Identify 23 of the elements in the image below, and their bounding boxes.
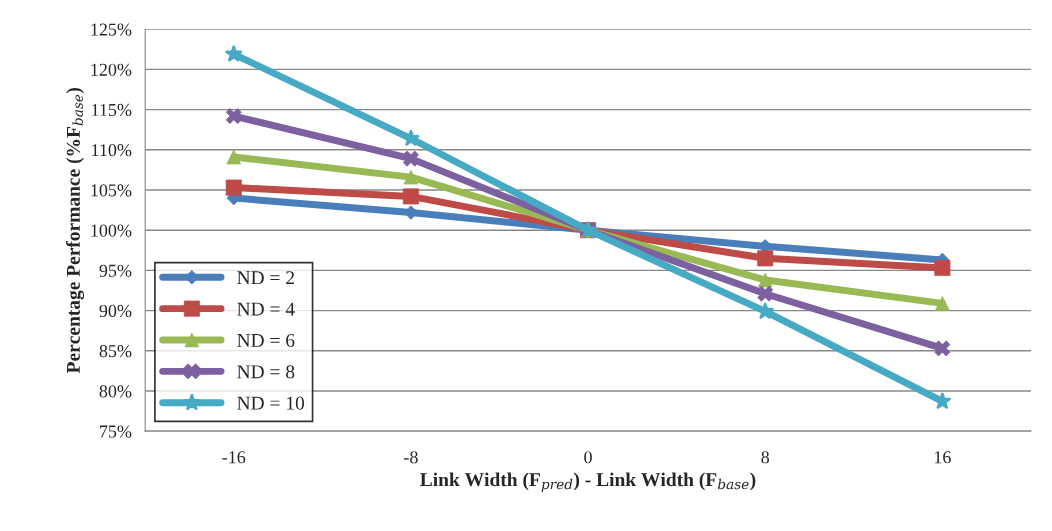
- y-tick-label: 85%: [99, 345, 132, 358]
- legend-label: ND = 2: [237, 271, 294, 285]
- y-tick-label: 120%: [91, 63, 132, 76]
- y-tick-label: 125%: [91, 23, 132, 36]
- legend-label: ND = 4: [237, 302, 295, 316]
- x-axis-title: Link Width (F$_{pred}$) - Link Width (F$_{base}$): [420, 472, 756, 492]
- legend-label: ND = 6: [237, 333, 295, 347]
- x-tick-label: 16: [934, 451, 951, 464]
- y-tick-label: 105%: [91, 184, 132, 197]
- x-tick-label: -8: [404, 451, 418, 464]
- x-tick-label: 0: [584, 451, 592, 464]
- legend-label: ND = 8: [237, 365, 295, 379]
- y-tick-label: 75%: [100, 425, 132, 438]
- y-tick-label: 80%: [99, 385, 132, 398]
- x-tick-label: 8: [761, 451, 770, 464]
- x-tick-label: -16: [222, 451, 246, 464]
- y-tick-label: 115%: [92, 103, 132, 117]
- y-axis-title: Percentage Performance (%F$_{base}$): [66, 87, 85, 374]
- y-tick-label: 90%: [99, 304, 132, 318]
- y-tick-label: 100%: [91, 224, 132, 237]
- y-tick-label: 95%: [99, 264, 132, 277]
- legend-label: ND = 10: [237, 396, 305, 410]
- y-tick-label: 110%: [92, 144, 132, 157]
